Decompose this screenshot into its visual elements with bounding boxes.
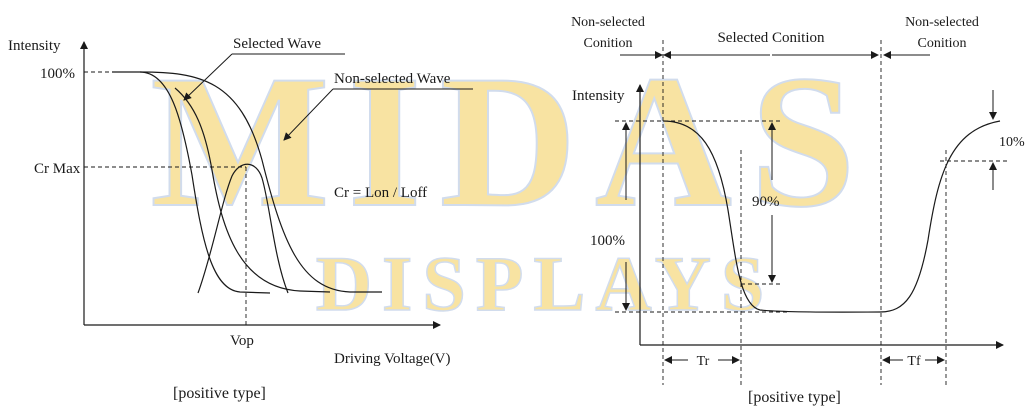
watermark: MIDAS DISPLAYS	[149, 36, 873, 328]
right-diagram: Intensity Non-selected Conition Selected…	[571, 15, 1025, 406]
left-label-100: 100%	[40, 66, 75, 82]
selected-wave-arrow	[183, 53, 233, 101]
left-diagram: Intensity Driving Voltage(V) 100% Cr Max…	[8, 36, 473, 402]
label-100: 100%	[590, 233, 625, 249]
left-y-axis-label: Intensity	[8, 38, 61, 54]
right-caption: [positive type]	[748, 389, 841, 406]
left-label-crmax: Cr Max	[34, 161, 81, 177]
selected-wave-curve	[112, 71, 271, 294]
contrast-curve	[197, 163, 289, 294]
left-caption: [positive type]	[173, 385, 266, 402]
right-y-axis-label: Intensity	[572, 88, 625, 104]
wave-curve-middle	[174, 87, 331, 293]
left-x-axis-label: Driving Voltage(V)	[334, 351, 451, 367]
header-right-line2: Conition	[917, 36, 966, 51]
response-curve	[662, 120, 1001, 313]
header-left-line2: Conition	[583, 36, 632, 51]
header-left-line1: Non-selected	[571, 15, 645, 30]
nonselected-wave-arrow	[283, 88, 334, 141]
label-tr: Tr	[697, 354, 710, 369]
selected-wave-label: Selected Wave	[233, 36, 321, 52]
header-middle: Selected Conition	[717, 30, 825, 46]
watermark-displays: DISPLAYS	[316, 240, 775, 327]
label-10: 10%	[999, 135, 1025, 150]
nonselected-wave-curve	[139, 71, 382, 293]
left-label-vop: Vop	[230, 333, 254, 349]
header-right-line1: Non-selected	[905, 15, 979, 30]
watermark-midas: MIDAS	[150, 37, 873, 247]
label-tf: Tf	[907, 354, 921, 369]
nonselected-wave-label: Non-selected Wave	[334, 71, 451, 87]
label-90: 90%	[752, 194, 780, 210]
contrast-formula: Cr = Lon / Loff	[334, 185, 427, 201]
